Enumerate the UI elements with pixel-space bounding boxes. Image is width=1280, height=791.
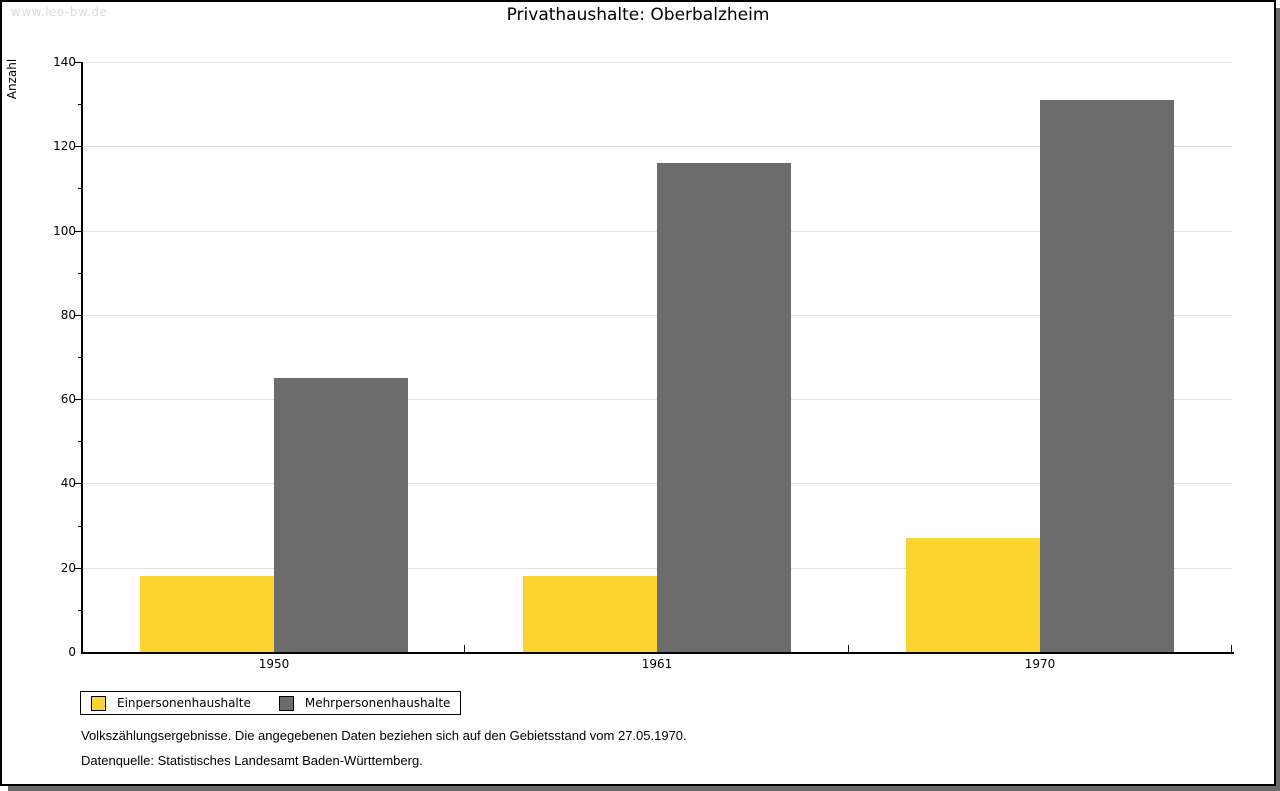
x-tick: [848, 645, 849, 652]
legend-label: Mehrpersonenhaushalte: [304, 696, 451, 710]
footnote-gebietsstand: Volkszählungsergebnisse. Die angegebenen…: [81, 728, 687, 743]
bar: [523, 576, 657, 652]
y-axis-label: Anzahl: [5, 58, 19, 100]
y-tick-label: 100: [53, 224, 76, 238]
y-tick-label: 20: [60, 561, 76, 575]
y-tick-label: 40: [60, 476, 76, 490]
chart-title: Privathaushalte: Oberbalzheim: [506, 5, 770, 25]
y-major-tick: [75, 62, 82, 63]
y-minor-tick: [78, 188, 82, 189]
y-major-tick: [75, 568, 82, 569]
y-minor-tick: [78, 357, 82, 358]
legend-swatch: [91, 695, 106, 711]
x-axis: [81, 652, 1234, 654]
x-tick: [464, 645, 465, 652]
x-tick-label: 1950: [258, 657, 290, 671]
footnote-datenquelle: Datenquelle: Statistisches Landesamt Bad…: [81, 753, 423, 768]
y-major-tick: [75, 315, 82, 316]
bar: [906, 538, 1040, 652]
y-minor-tick: [78, 610, 82, 611]
y-minor-tick: [78, 104, 82, 105]
bar: [274, 378, 408, 652]
bar: [140, 576, 274, 652]
y-tick-label: 80: [60, 308, 76, 322]
x-tick: [1231, 645, 1232, 652]
y-major-tick: [75, 399, 82, 400]
y-major-tick: [75, 483, 82, 484]
y-minor-tick: [78, 441, 82, 442]
y-tick-label: 60: [60, 392, 76, 406]
y-major-tick: [75, 146, 82, 147]
x-tick-label: 1961: [641, 657, 673, 671]
bar: [657, 163, 791, 652]
gridline: [82, 146, 1232, 147]
y-minor-tick: [78, 526, 82, 527]
y-tick-label: 0: [68, 645, 76, 659]
x-tick-label: 1970: [1024, 657, 1056, 671]
legend-label: Einpersonenhaushalte: [117, 696, 251, 710]
legend-item: Mehrpersonenhaushalte: [278, 695, 451, 711]
y-major-tick: [75, 231, 82, 232]
legend-swatch: [278, 695, 294, 711]
legend: Einpersonenhaushalte Mehrpersonenhaushalt…: [80, 691, 462, 715]
y-axis: [81, 62, 83, 652]
bar: [1040, 100, 1174, 652]
legend-item: Einpersonenhaushalte: [91, 695, 251, 711]
watermark: www.leo-bw.de: [11, 5, 108, 19]
y-tick-label: 120: [53, 139, 76, 153]
y-tick-label: 140: [53, 55, 76, 69]
gridline: [82, 62, 1232, 63]
y-minor-tick: [78, 273, 82, 274]
